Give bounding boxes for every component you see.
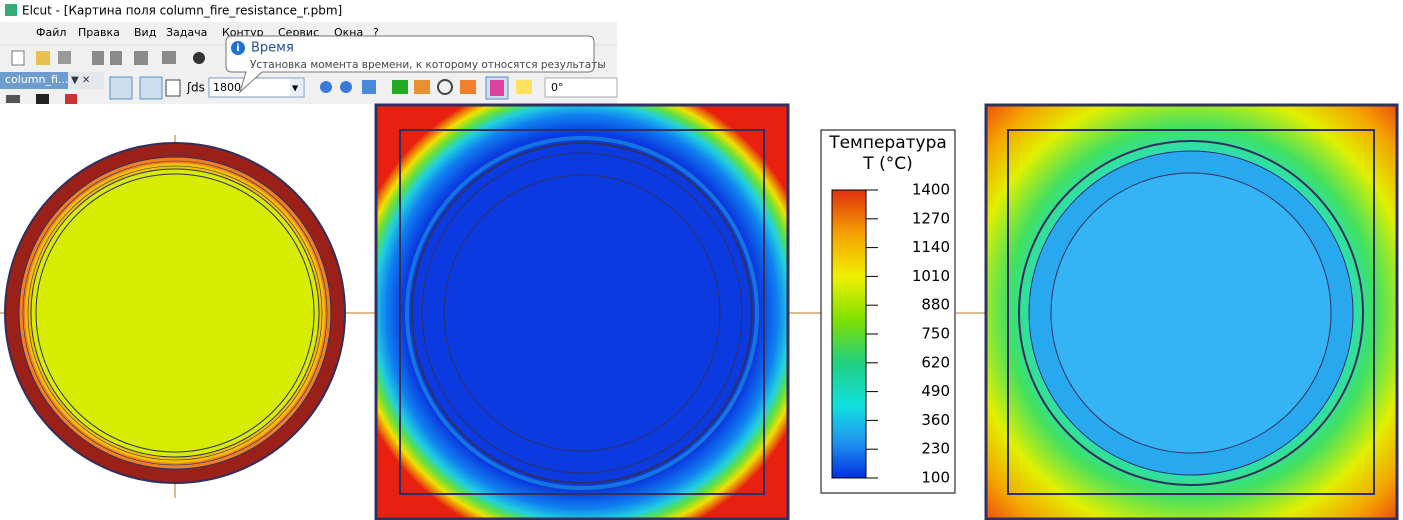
menu-item[interactable]: Правка	[78, 26, 120, 39]
legend-tick-label: 1400	[912, 181, 950, 199]
legend-subtitle: T (°C)	[862, 154, 912, 174]
dropdown-button[interactable]	[290, 79, 303, 96]
legend-tick-label: 880	[921, 296, 950, 314]
time-value: 1800	[213, 81, 241, 94]
tooltip: i Время Установка момента времени, к кот…	[225, 35, 606, 94]
angle-value: 0°	[551, 81, 564, 94]
svg-text:i: i	[236, 43, 239, 54]
menu-item[interactable]: Задача	[166, 26, 207, 39]
legend-tick-label: 620	[921, 353, 950, 371]
panel-tools	[6, 94, 77, 104]
window-title: Elcut - [Картина поля column_fire_resist…	[22, 4, 342, 18]
title-bar	[0, 0, 617, 22]
legend-tick-label: 1140	[912, 238, 950, 256]
menu-item[interactable]: Вид	[134, 26, 157, 39]
tooltip-text: Установка момента времени, к которому от…	[250, 59, 606, 71]
circle-field-plot	[0, 135, 375, 498]
tab-bg	[0, 72, 68, 89]
menu-item[interactable]: Файл	[36, 26, 66, 39]
legend-tick-label: 1270	[912, 209, 950, 227]
menu-item[interactable]: ?	[373, 26, 379, 39]
app-icon	[5, 4, 17, 16]
toolbar-row-1	[11, 50, 205, 66]
tooltip-title: Время	[251, 41, 294, 56]
legend-tick-label: 1010	[912, 267, 950, 285]
color-bar	[831, 189, 867, 479]
toolbar-row-2: ʃds	[109, 76, 532, 100]
square-field-plot-2	[955, 103, 1399, 520]
tab-buttons: ▼ ✕	[71, 75, 90, 86]
dropdown-arrow: ▼	[292, 84, 299, 93]
time-field[interactable]	[208, 77, 305, 98]
legend-tick-label: 100	[921, 469, 950, 487]
legend-tick-label: 750	[921, 325, 950, 343]
svg-text:ʃds: ʃds	[186, 81, 205, 95]
legend-tick-label: 230	[921, 440, 950, 458]
angle-field[interactable]	[544, 77, 618, 98]
legend-title: Температура	[828, 133, 947, 153]
legend-tick-label: 360	[921, 411, 950, 429]
tab-label: column_fi...	[5, 73, 68, 86]
legend-tick-label: 490	[921, 382, 950, 400]
square-field-plot-1	[374, 103, 821, 520]
legend: Температура T (°C) 1400 1270 1140 1010 880 75…	[820, 129, 956, 494]
